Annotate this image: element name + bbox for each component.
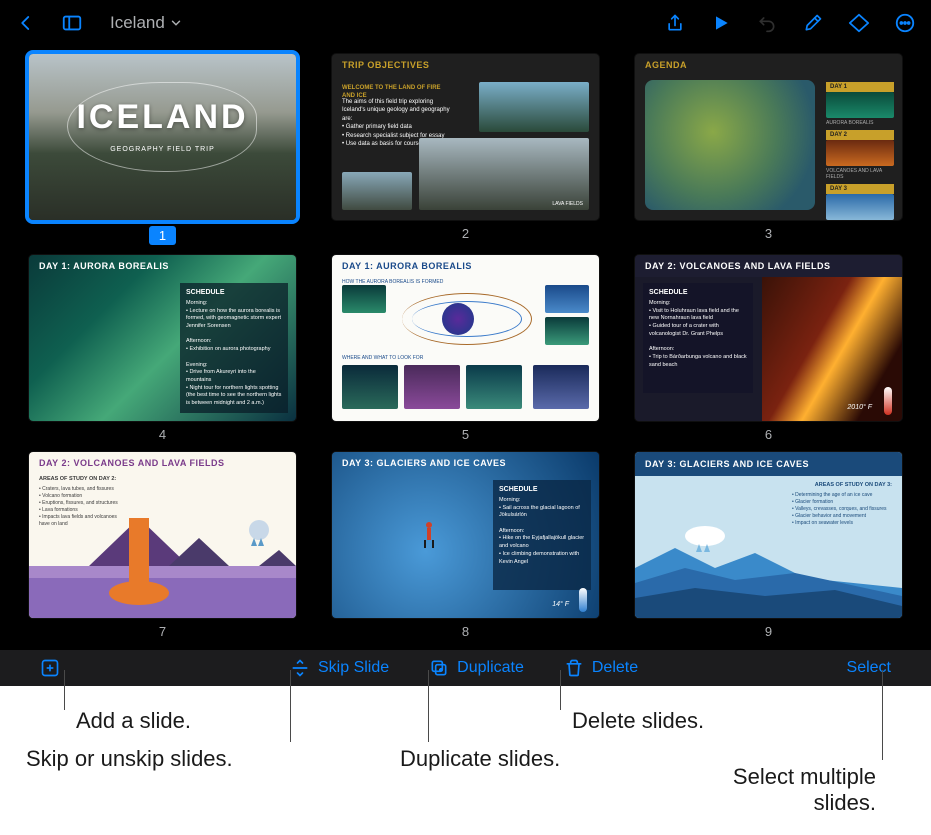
- skip-slide-button[interactable]: Skip Slide: [290, 658, 389, 678]
- share-icon[interactable]: [663, 11, 687, 35]
- slide-thumb-canvas: TRIP OBJECTIVES WELCOME TO THE LAND OF F…: [332, 54, 599, 220]
- callout-skip: Skip or unskip slides.: [26, 746, 233, 772]
- slide-number: 4: [159, 427, 166, 442]
- slide-thumb-canvas: DAY 2: VOLCANOES AND LAVA FIELDS SCHEDUL…: [635, 255, 902, 421]
- slide-thumb-8[interactable]: DAY 3: GLACIERS AND ICE CAVES SCHEDULE M…: [331, 452, 600, 639]
- undo-icon[interactable]: [755, 11, 779, 35]
- slide-number: 2: [462, 226, 469, 241]
- slide-number: 6: [765, 427, 772, 442]
- duplicate-icon: [429, 658, 449, 678]
- slide-9-header: DAY 3: GLACIERS AND ICE CAVES: [635, 452, 902, 476]
- callout-duplicate: Duplicate slides.: [400, 746, 560, 772]
- trash-icon: [564, 658, 584, 678]
- slide-6-header: DAY 2: VOLCANOES AND LAVA FIELDS: [635, 255, 902, 277]
- slide-number: 8: [462, 624, 469, 639]
- duplicate-button[interactable]: Duplicate: [429, 658, 524, 678]
- slide-2-tag: LAVA FIELDS: [552, 201, 583, 208]
- slide-thumb-6[interactable]: DAY 2: VOLCANOES AND LAVA FIELDS SCHEDUL…: [634, 255, 903, 442]
- play-icon[interactable]: [709, 11, 733, 35]
- skip-label: Skip Slide: [318, 659, 389, 677]
- add-slide-button[interactable]: [40, 658, 60, 678]
- slide-thumb-canvas: ICELAND GEOGRAPHY FIELD TRIP: [29, 54, 296, 220]
- slide-number: 3: [765, 226, 772, 241]
- slide-4-schedule: Morning: • Lecture on how the aurora bor…: [186, 300, 282, 408]
- slide-thumb-3[interactable]: AGENDA DAY 1 AURORA BOREALIS DAY 2 VOLCA…: [634, 54, 903, 245]
- slide-thumb-5[interactable]: DAY 1: AURORA BOREALIS HOW THE AURORA BO…: [331, 255, 600, 442]
- delete-button[interactable]: Delete: [564, 658, 638, 678]
- brush-icon[interactable]: [801, 11, 825, 35]
- slide-thumb-9[interactable]: DAY 3: GLACIERS AND ICE CAVES AREAS OF S…: [634, 452, 903, 639]
- slide-1-subtitle: GEOGRAPHY FIELD TRIP: [29, 146, 296, 153]
- duplicate-label: Duplicate: [457, 659, 524, 677]
- slide-thumb-canvas: AGENDA DAY 1 AURORA BOREALIS DAY 2 VOLCA…: [635, 54, 902, 220]
- callout-delete: Delete slides.: [572, 708, 704, 734]
- slide-4-header: DAY 1: AURORA BOREALIS: [29, 255, 296, 277]
- action-bar: Skip Slide Duplicate Delete Select: [0, 650, 931, 686]
- chevron-down-icon: [169, 16, 183, 30]
- skip-icon: [290, 658, 310, 678]
- select-button[interactable]: Select: [847, 659, 891, 677]
- slide-thumb-canvas: DAY 1: AURORA BOREALIS HOW THE AURORA BO…: [332, 255, 599, 421]
- slide-thumb-7[interactable]: DAY 2: VOLCANOES AND LAVA FIELDS AREAS O…: [28, 452, 297, 639]
- slide-3-header: AGENDA: [635, 54, 902, 76]
- select-label: Select: [847, 659, 891, 677]
- slide-1-title: ICELAND: [29, 98, 296, 137]
- document-title[interactable]: Iceland: [110, 13, 183, 33]
- back-icon[interactable]: [14, 11, 38, 35]
- slide-thumb-canvas: DAY 3: GLACIERS AND ICE CAVES SCHEDULE M…: [332, 452, 599, 618]
- slide-number: 5: [462, 427, 469, 442]
- slide-5-header: DAY 1: AURORA BOREALIS: [332, 255, 599, 277]
- slide-8-header: DAY 3: GLACIERS AND ICE CAVES: [332, 452, 599, 474]
- slide-thumb-4[interactable]: DAY 1: AURORA BOREALIS SCHEDULE Morning:…: [28, 255, 297, 442]
- slide-7-header: DAY 2: VOLCANOES AND LAVA FIELDS: [29, 452, 296, 474]
- plus-icon: [40, 658, 60, 678]
- slide-thumb-2[interactable]: TRIP OBJECTIVES WELCOME TO THE LAND OF F…: [331, 54, 600, 245]
- delete-label: Delete: [592, 659, 638, 677]
- toolbar: Iceland: [0, 0, 931, 46]
- slide-number: 1: [149, 226, 176, 245]
- slide-number: 9: [765, 624, 772, 639]
- slide-8-schedule: Morning: • Sail across the glacial lagoo…: [499, 497, 585, 566]
- slide-grid: ICELAND GEOGRAPHY FIELD TRIP 1 TRIP OBJE…: [0, 46, 931, 649]
- sidebar-toggle-icon[interactable]: [60, 11, 84, 35]
- animate-icon[interactable]: [847, 11, 871, 35]
- slide-2-header: TRIP OBJECTIVES: [332, 54, 599, 76]
- document-title-text: Iceland: [110, 13, 165, 33]
- app-frame: Iceland: [0, 0, 931, 686]
- slide-thumb-canvas: DAY 2: VOLCANOES AND LAVA FIELDS AREAS O…: [29, 452, 296, 618]
- toolbar-right: [663, 11, 917, 35]
- slide-thumb-1[interactable]: ICELAND GEOGRAPHY FIELD TRIP 1: [28, 54, 297, 245]
- more-icon[interactable]: [893, 11, 917, 35]
- toolbar-left: Iceland: [14, 11, 183, 35]
- callout-add: Add a slide.: [76, 708, 191, 734]
- callout-select: Select multiple slides.: [726, 764, 876, 816]
- callout-area: Add a slide. Skip or unskip slides. Dupl…: [0, 686, 931, 835]
- slide-6-schedule: Morning: • Visit to Holuhraun lava field…: [649, 300, 747, 369]
- slide-thumb-canvas: DAY 1: AURORA BOREALIS SCHEDULE Morning:…: [29, 255, 296, 421]
- slide-thumb-canvas: DAY 3: GLACIERS AND ICE CAVES AREAS OF S…: [635, 452, 902, 618]
- slide-number: 7: [159, 624, 166, 639]
